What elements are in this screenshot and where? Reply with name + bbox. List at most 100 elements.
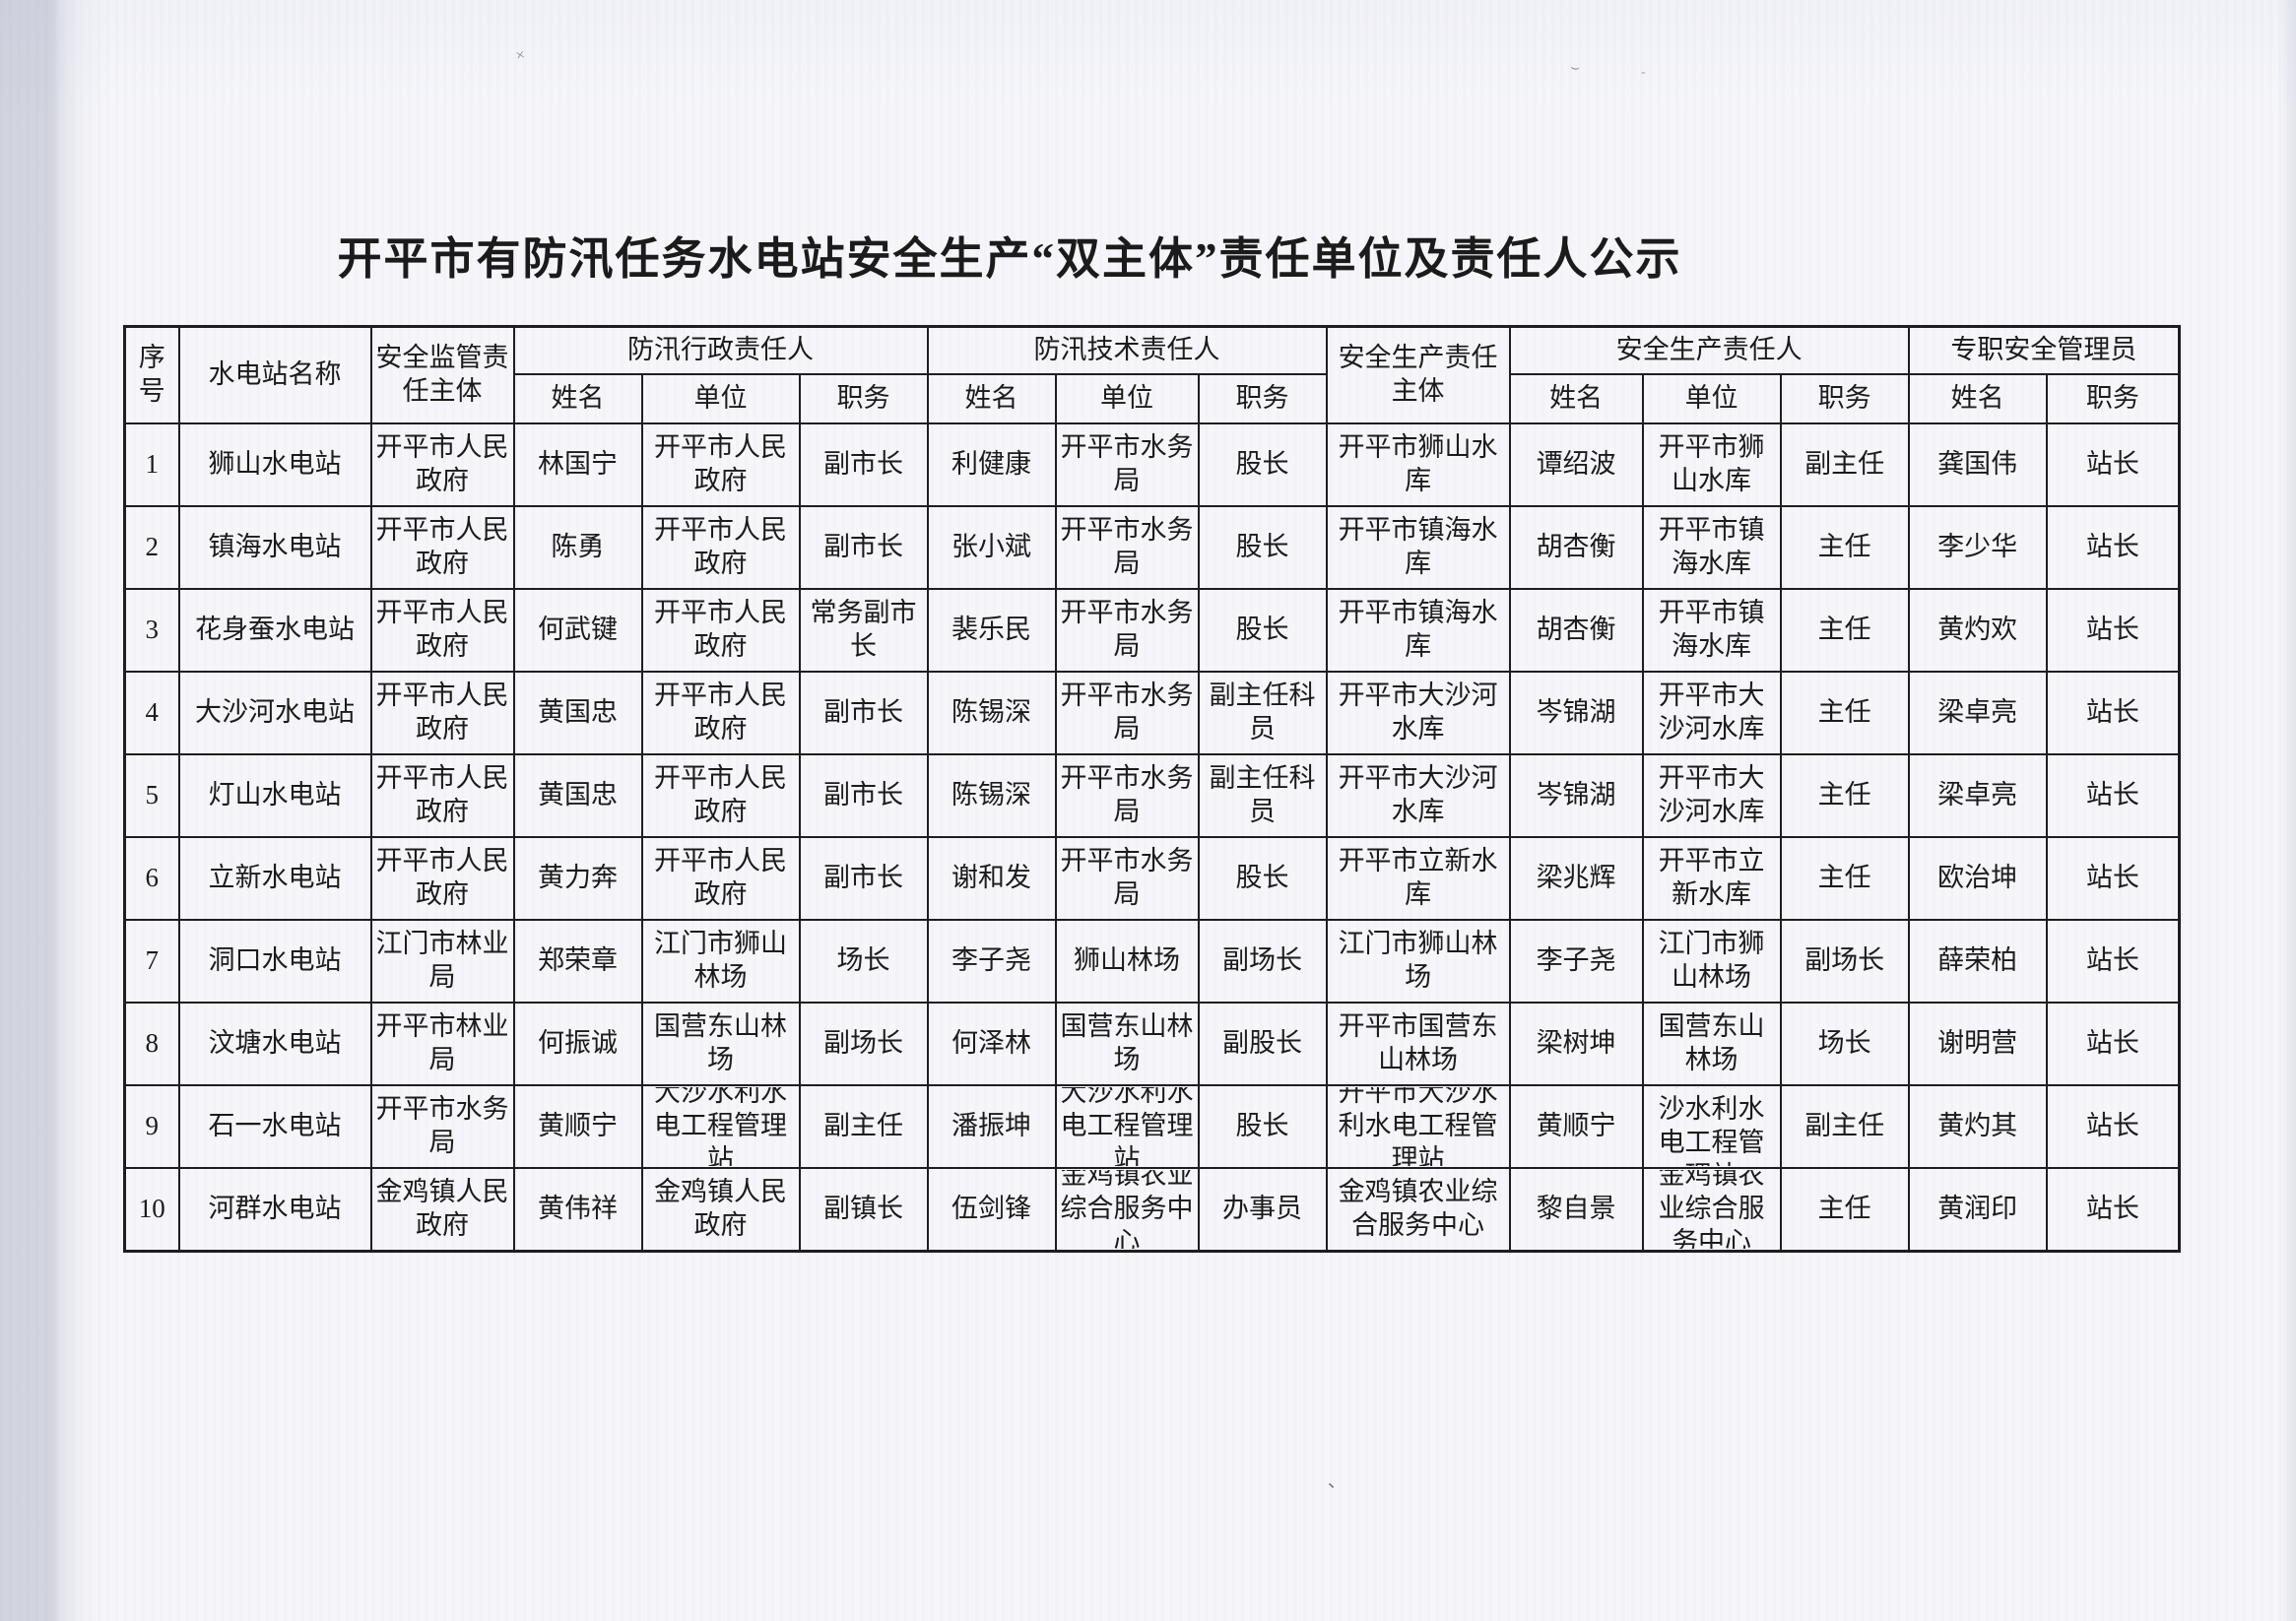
cell-production-unit: 开平市大沙河水库: [1641, 753, 1782, 838]
subheader-production-title: 职务: [1779, 373, 1910, 424]
cell-flood-admin-name: 黄顺宁: [512, 1084, 643, 1169]
table-body: 1 狮山水电站 开平市人民政府 林国宁 开平市人民政府 副市长 利健康 开平市水务局 股长 开平市…: [123, 422, 2181, 1253]
cell-station-name: 镇海水电站: [177, 505, 372, 590]
cell-flood-admin-name: 陈勇: [512, 505, 643, 590]
cell-station-name: 洞口水电站: [177, 919, 372, 1004]
subheader-flood-admin-unit: 单位: [640, 373, 801, 424]
subheader-production-name: 姓名: [1508, 373, 1644, 424]
cell-flood-tech-title: 股长: [1197, 422, 1328, 507]
cell-seq: 8: [123, 1002, 180, 1086]
cell-production-name: 黎自景: [1508, 1167, 1644, 1253]
cell-flood-admin-unit: 大沙水利水电工程管理站: [640, 1084, 801, 1169]
table-row: 10 河群水电站 金鸡镇人民政府 黄伟祥 金鸡镇人民政府 副镇长 伍剑锋 金鸡镇农业综合服务中…: [123, 1167, 2181, 1253]
cell-flood-admin-name: 郑荣章: [512, 919, 643, 1004]
cell-production-name: 李子尧: [1508, 919, 1644, 1004]
cell-flood-tech-name: 陈锡深: [926, 753, 1057, 838]
cell-production-name: 梁兆辉: [1508, 836, 1644, 921]
table-row: 9 石一水电站 开平市水务局 黄顺宁 大沙水利水电工程管理站 副主任 潘振坤 大沙水利水电工程…: [123, 1084, 2181, 1169]
cell-production-unit: 开平市大沙水利水电工程管理站: [1641, 1084, 1782, 1169]
cell-flood-tech-title: 副主任科员: [1197, 753, 1328, 838]
subheader-safety-manager-title: 职务: [2045, 373, 2181, 424]
cell-production-entity: 开平市立新水库: [1325, 836, 1511, 921]
header-seq: 序号: [123, 325, 180, 424]
cell-production-unit: 江门市狮山林场: [1641, 919, 1782, 1004]
cell-production-entity: 开平市大沙河水库: [1325, 671, 1511, 755]
cell-flood-admin-title: 副主任: [798, 1084, 929, 1169]
cell-production-title: 场长: [1779, 1002, 1910, 1086]
cell-flood-admin-unit: 开平市人民政府: [640, 836, 801, 921]
cell-production-entity: 开平市国营东山林场: [1325, 1002, 1511, 1086]
cell-safety-manager-name: 欧治坤: [1907, 836, 2048, 921]
cell-flood-admin-title: 常务副市长: [798, 588, 929, 673]
cell-flood-admin-title: 副市长: [798, 671, 929, 755]
cell-safety-manager-title: 站长: [2045, 1084, 2181, 1169]
cell-safety-manager-title: 站长: [2045, 422, 2181, 507]
cell-flood-admin-title: 副市长: [798, 753, 929, 838]
responsibility-table: 序号 水电站名称 安全监管责任主体 防汛行政责任人 防汛技术责任人 安全生产责任…: [123, 325, 2182, 1253]
header-fulltime-safety-manager: 专职安全管理员: [1907, 325, 2181, 375]
cell-production-entity: 金鸡镇农业综合服务中心: [1325, 1167, 1511, 1253]
cell-safety-manager-name: 谢明营: [1907, 1002, 2048, 1086]
cell-production-name: 岑锦湖: [1508, 753, 1644, 838]
cell-flood-admin-unit: 开平市人民政府: [640, 671, 801, 755]
cell-safety-manager-name: 梁卓亮: [1907, 753, 2048, 838]
table-header: 序号 水电站名称 安全监管责任主体 防汛行政责任人 防汛技术责任人 安全生产责任…: [123, 325, 2181, 424]
header-station-name: 水电站名称: [177, 325, 372, 424]
subheader-flood-admin-title: 职务: [798, 373, 929, 424]
cell-flood-admin-unit: 开平市人民政府: [640, 588, 801, 673]
cell-safety-manager-title: 站长: [2045, 919, 2181, 1004]
cell-flood-tech-unit: 开平市水务局: [1054, 836, 1200, 921]
cell-flood-admin-title: 副镇长: [798, 1167, 929, 1253]
cell-flood-tech-name: 裴乐民: [926, 588, 1057, 673]
cell-production-name: 谭绍波: [1508, 422, 1644, 507]
cell-station-name: 花身蚕水电站: [177, 588, 372, 673]
cell-production-unit: 开平市镇海水库: [1641, 588, 1782, 673]
cell-flood-admin-name: 黄力奔: [512, 836, 643, 921]
cell-flood-tech-title: 副股长: [1197, 1002, 1328, 1086]
table-row: 5 灯山水电站 开平市人民政府 黄国忠 开平市人民政府 副市长 陈锡深 开平市水务局 副主任科员…: [123, 753, 2181, 838]
cell-flood-tech-name: 张小斌: [926, 505, 1057, 590]
cell-seq: 1: [123, 422, 180, 507]
cell-safety-manager-title: 站长: [2045, 836, 2181, 921]
header-production-person: 安全生产责任人: [1508, 325, 1910, 375]
cell-flood-tech-name: 谢和发: [926, 836, 1057, 921]
cell-flood-tech-title: 股长: [1197, 1084, 1328, 1169]
cell-supervision-entity: 开平市人民政府: [369, 588, 515, 673]
cell-flood-tech-title: 股长: [1197, 505, 1328, 590]
table-row: 3 花身蚕水电站 开平市人民政府 何武键 开平市人民政府 常务副市长 裴乐民 开平市水务局 股长…: [123, 588, 2181, 673]
cell-seq: 2: [123, 505, 180, 590]
cell-flood-tech-name: 何泽林: [926, 1002, 1057, 1086]
cell-station-name: 灯山水电站: [177, 753, 372, 838]
cell-production-unit: 金鸡镇农业综合服务中心: [1641, 1167, 1782, 1253]
scan-artifact: -: [1641, 65, 1646, 80]
cell-flood-tech-name: 陈锡深: [926, 671, 1057, 755]
cell-flood-tech-unit: 开平市水务局: [1054, 671, 1200, 755]
cell-supervision-entity: 金鸡镇人民政府: [369, 1167, 515, 1253]
cell-flood-admin-unit: 国营东山林场: [640, 1002, 801, 1086]
cell-station-name: 大沙河水电站: [177, 671, 372, 755]
cell-station-name: 河群水电站: [177, 1167, 372, 1253]
scan-artifact: 、: [1328, 1471, 1345, 1491]
cell-flood-tech-unit: 开平市水务局: [1054, 505, 1200, 590]
cell-station-name: 汶塘水电站: [177, 1002, 372, 1086]
cell-production-title: 副场长: [1779, 919, 1910, 1004]
cell-flood-admin-unit: 开平市人民政府: [640, 753, 801, 838]
cell-flood-tech-unit: 狮山林场: [1054, 919, 1200, 1004]
cell-safety-manager-name: 黄灼欢: [1907, 588, 2048, 673]
page-title: 开平市有防汛任务水电站安全生产“双主体”责任单位及责任人公示: [337, 234, 1682, 284]
cell-production-title: 主任: [1779, 671, 1910, 755]
cell-safety-manager-title: 站长: [2045, 1167, 2181, 1253]
cell-seq: 6: [123, 836, 180, 921]
scan-artifact: ⌣: [1568, 59, 1581, 77]
cell-supervision-entity: 开平市人民政府: [369, 422, 515, 507]
cell-production-entity: 开平市大沙河水库: [1325, 753, 1511, 838]
subheader-flood-admin-name: 姓名: [512, 373, 643, 424]
cell-seq: 10: [123, 1167, 180, 1253]
cell-production-name: 胡杏衡: [1508, 588, 1644, 673]
cell-seq: 5: [123, 753, 180, 838]
table-row: 7 洞口水电站 江门市林业局 郑荣章 江门市狮山林场 场长 李子尧 狮山林场 副场长 江门市狮山林…: [123, 919, 2181, 1004]
table-row: 4 大沙河水电站 开平市人民政府 黄国忠 开平市人民政府 副市长 陈锡深 开平市水务局 副主任科…: [123, 671, 2181, 755]
cell-flood-admin-unit: 金鸡镇人民政府: [640, 1167, 801, 1253]
cell-safety-manager-title: 站长: [2045, 1002, 2181, 1086]
